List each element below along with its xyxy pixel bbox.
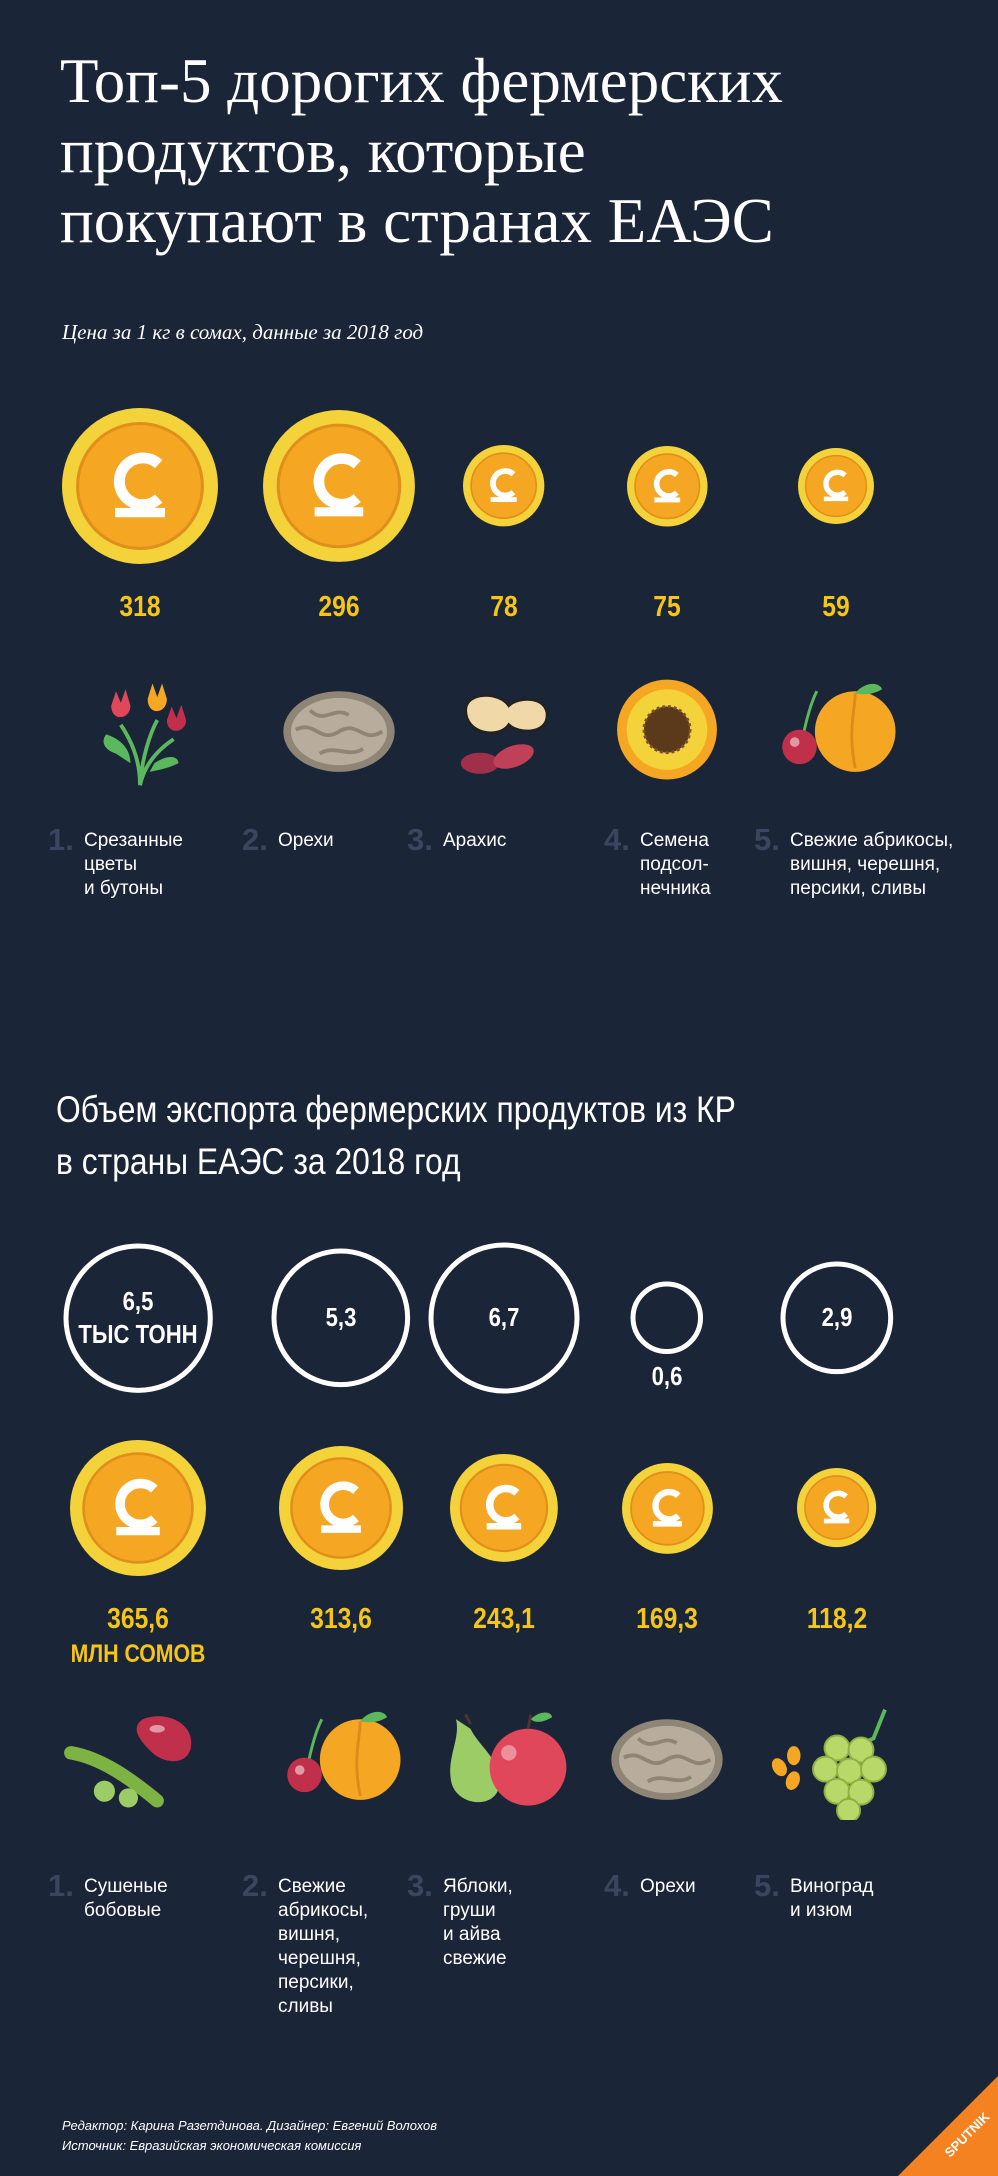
rank-number: 3. — [407, 1868, 433, 1903]
apple-pear-icon — [450, 1712, 567, 1806]
tulips-icon — [103, 683, 187, 786]
coin-icon — [70, 1440, 206, 1576]
volume-circle — [63, 1243, 213, 1393]
rank-number: 5. — [754, 822, 780, 857]
rank-number: 2. — [242, 1868, 268, 1903]
coin-icon — [263, 410, 415, 562]
chart1-subtitle: Цена за 1 кг в сомах, данные за 2018 год — [62, 320, 424, 344]
product-label: Орехи — [278, 830, 334, 851]
rank-number: 3. — [407, 822, 433, 857]
product-label: Срезанные цветы и бутоны — [84, 830, 183, 899]
export-value: 169,3 — [636, 1603, 698, 1635]
coin-icon — [626, 445, 708, 527]
title-line: продуктов, которые — [60, 116, 586, 186]
beans-icon — [64, 1716, 192, 1808]
volume-value: 6,7 — [488, 1302, 520, 1332]
peanut-icon — [460, 693, 549, 774]
volume-value: 0,6 — [651, 1360, 683, 1391]
coin-icon — [450, 1454, 558, 1562]
product-label: Виноград и изюм — [790, 1876, 874, 1921]
coin-icon — [62, 408, 218, 564]
volume-circle — [428, 1242, 580, 1394]
volume-value: 2,9 — [821, 1302, 853, 1332]
apricot-cherry-icon — [782, 683, 896, 772]
export-value: 118,2 — [806, 1603, 868, 1635]
volume-value: 5,3 — [325, 1302, 357, 1332]
volume-value: 6,5 — [122, 1286, 154, 1316]
apricot-cherry-icon — [287, 1711, 401, 1800]
product-label: Арахис — [443, 830, 507, 851]
export-unit: МЛН СОМОВ — [70, 1640, 206, 1668]
coin-icon — [798, 448, 874, 524]
price-value: 296 — [318, 591, 360, 623]
price-value: 318 — [119, 591, 161, 623]
volume-circle — [630, 1281, 704, 1355]
price-value: 75 — [653, 591, 681, 623]
walnut-icon — [283, 691, 395, 772]
price-value: 78 — [490, 591, 518, 623]
credits: Редактор: Карина Разетдинова. Дизайнер: … — [62, 2118, 438, 2133]
sunflower-icon — [617, 679, 717, 780]
coin-icon — [797, 1468, 877, 1548]
product-label: Орехи — [640, 1876, 696, 1897]
rank-number: 1. — [48, 1868, 74, 1903]
product-label: Свежие абрикосы, вишня, черешня, персики… — [278, 1876, 369, 2017]
product-label: Сушеные бобовые — [84, 1876, 168, 1921]
title-line: в страны ЕАЭС за 2018 год — [56, 1141, 461, 1182]
export-value: 313,6 — [310, 1603, 372, 1635]
title-line: Топ-5 дорогих фермерских — [60, 46, 783, 116]
rank-number: 2. — [242, 822, 268, 857]
page-title: Топ-5 дорогих фермерских продуктов, кото… — [60, 46, 960, 256]
rank-number: 4. — [604, 822, 630, 857]
rank-number: 4. — [604, 1868, 630, 1903]
grapes-icon — [771, 1708, 887, 1820]
volume-circle — [780, 1261, 894, 1375]
coin-icon — [463, 445, 545, 527]
coin-icon — [278, 1445, 404, 1571]
volume-unit: ТЫС ТОНН — [78, 1319, 198, 1349]
export-value: 365,6 — [107, 1603, 169, 1635]
source: Источник: Евразийская экономическая коми… — [62, 2138, 362, 2153]
title-line: покупают в странах ЕАЭС — [60, 186, 774, 256]
product-label: Семена подсол- нечника — [640, 830, 711, 899]
volume-circle — [271, 1248, 411, 1388]
walnut-icon — [611, 1719, 723, 1800]
price-value: 59 — [822, 591, 850, 623]
rank-number: 1. — [48, 822, 74, 857]
export-value: 243,1 — [473, 1603, 535, 1635]
title-line: Объем экспорта фермерских продуктов из К… — [56, 1089, 736, 1130]
sputnik-logo: SPUTNIK — [898, 2076, 998, 2176]
coin-icon — [621, 1462, 713, 1554]
export-chart-title: Объем экспорта фермерских продуктов из К… — [56, 1084, 830, 1188]
rank-number: 5. — [754, 1868, 780, 1903]
product-label: Яблоки, груши и айва свежие — [443, 1876, 513, 1969]
product-label: Свежие абрикосы, вишня, черешня, персики… — [790, 830, 954, 899]
